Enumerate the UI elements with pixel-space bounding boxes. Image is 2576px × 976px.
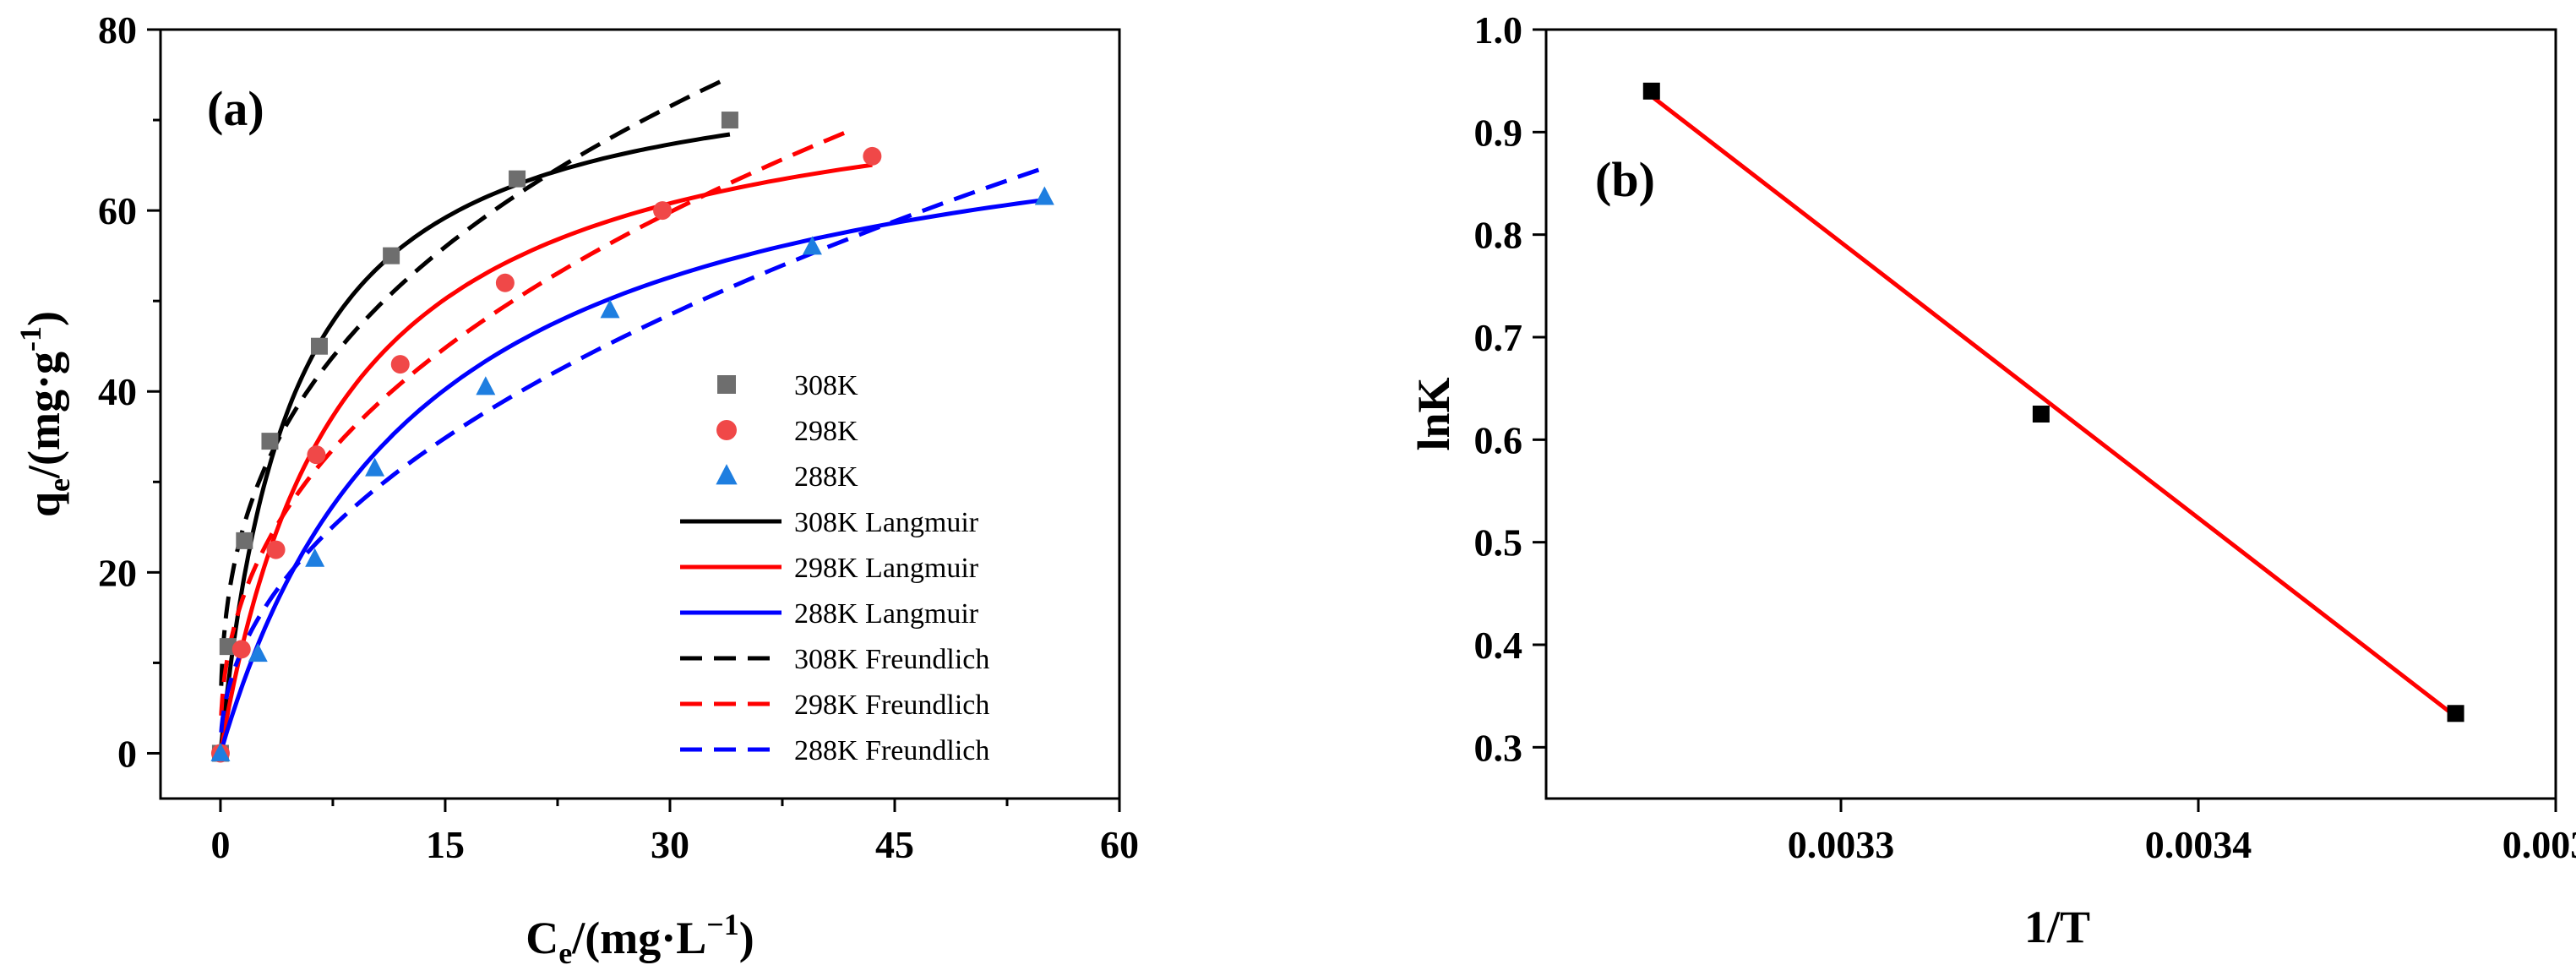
panel-a-y-label-main: q (19, 492, 69, 517)
data-point (2032, 406, 2050, 423)
panel-a-y-tick-label: 20 (98, 551, 137, 594)
series-line-308k-freundlich (219, 74, 731, 686)
panel-b-x-tick-label: 0.0034 (2145, 823, 2252, 866)
panel-b-y-tick-label: 0.9 (1474, 111, 1523, 154)
data-point-298k (266, 540, 286, 559)
panel-a-x-label-rest: /(mg·L (571, 913, 706, 963)
data-point-308k (310, 337, 328, 355)
panel-a-y-label-sup: -1 (14, 326, 47, 352)
panel-a-y-label-close: ) (19, 311, 69, 326)
panel-a-x-label-close: ) (739, 913, 754, 963)
panel-a-x-tick-label: 15 (426, 823, 465, 866)
legend-marker-288k (716, 464, 738, 485)
data-point-288k (365, 457, 385, 477)
data-point-308k (219, 638, 237, 656)
legend-label: 308K Freundlich (794, 644, 989, 675)
panel-a-y-tick-label: 80 (98, 8, 137, 52)
data-point-298k (863, 146, 882, 166)
panel-b-y-tick-label: 0.5 (1474, 521, 1523, 564)
data-point-288k (305, 548, 325, 567)
legend-label: 288K Langmuir (794, 598, 979, 630)
panel-b-label: (b) (1595, 152, 1655, 207)
panel-b-y-tick-label: 0.4 (1474, 624, 1523, 667)
panel-b-x-tick-label: 0.0035 (2502, 823, 2576, 866)
panel-a-y-label-rest: /(mg·g (19, 352, 69, 479)
panel-a-y-axis-label: qe/(mg·g-1) (14, 311, 76, 517)
data-point-308k (261, 433, 279, 450)
panel-b-y-tick-label: 0.6 (1474, 418, 1523, 461)
data-point-308k (509, 170, 526, 188)
legend-label: 298K (794, 416, 858, 447)
series-line-288k-langmuir (218, 198, 1045, 755)
series-line-308k-langmuir (218, 132, 731, 755)
panel-a-x-tick-label: 30 (651, 823, 689, 866)
legend-label: 288K (794, 461, 858, 493)
data-point-288k (210, 742, 231, 761)
data-point-288k (476, 376, 496, 395)
series-line-298k-freundlich (219, 128, 851, 717)
data-point-298k (231, 640, 251, 659)
panel-a-y-tick-label: 60 (98, 189, 137, 232)
legend-label: 298K Freundlich (794, 690, 989, 721)
data-point-298k (495, 273, 515, 292)
panel-b-x-axis-label: 1/T (2024, 902, 2090, 952)
data-point (2447, 705, 2464, 722)
panel-a-x-tick-label: 0 (210, 823, 230, 866)
data-point-288k (802, 236, 822, 255)
panel-a-y-tick-label: 40 (98, 370, 137, 413)
panel-a-x-label-main: C (526, 913, 558, 963)
panel-b-y-tick-label: 1.0 (1474, 8, 1523, 52)
panel-b-y-axis-label: lnK (1408, 377, 1459, 450)
data-point-308k (236, 532, 253, 549)
data-point-298k (307, 445, 326, 465)
panel-a-y-label-sub: e (42, 478, 76, 492)
data-point-298k (390, 355, 410, 374)
panel-a-x-label-sup: −1 (706, 908, 739, 941)
panel-a-x-axis-label: Ce/(mg·L−1) (526, 908, 754, 970)
legend-label: 308K (794, 370, 858, 401)
legend-label: 288K Freundlich (794, 735, 989, 766)
panel-b-frame (1544, 28, 2557, 800)
data-point-288k (248, 643, 268, 662)
panel-a-x-tick-label: 60 (1100, 823, 1139, 866)
panel-a-frame (159, 28, 1121, 800)
panel-a-x-label-sub: e (558, 936, 572, 970)
panel-b-y-tick-label: 0.3 (1474, 726, 1523, 769)
fit-line (1650, 94, 2458, 718)
data-point-288k (1034, 186, 1054, 205)
data-point-308k (383, 247, 400, 264)
data-point-308k (721, 112, 738, 129)
panel-a-y-tick-label: 0 (117, 732, 137, 775)
panel-a-label: (a) (207, 81, 264, 136)
data-point-298k (653, 201, 673, 221)
legend-label: 308K Langmuir (794, 507, 979, 538)
panel-b-y-tick-label: 0.8 (1474, 214, 1523, 257)
panel-b-x-tick-label: 0.0033 (1788, 823, 1895, 866)
data-point (1642, 82, 1660, 100)
legend-marker-298k (716, 420, 737, 440)
panel-b-y-tick-label: 0.7 (1474, 316, 1523, 359)
legend-marker-308k (717, 375, 736, 394)
data-point-288k (600, 299, 620, 319)
legend-label: 298K Langmuir (794, 553, 979, 584)
panel-a-x-tick-label: 45 (875, 823, 914, 866)
